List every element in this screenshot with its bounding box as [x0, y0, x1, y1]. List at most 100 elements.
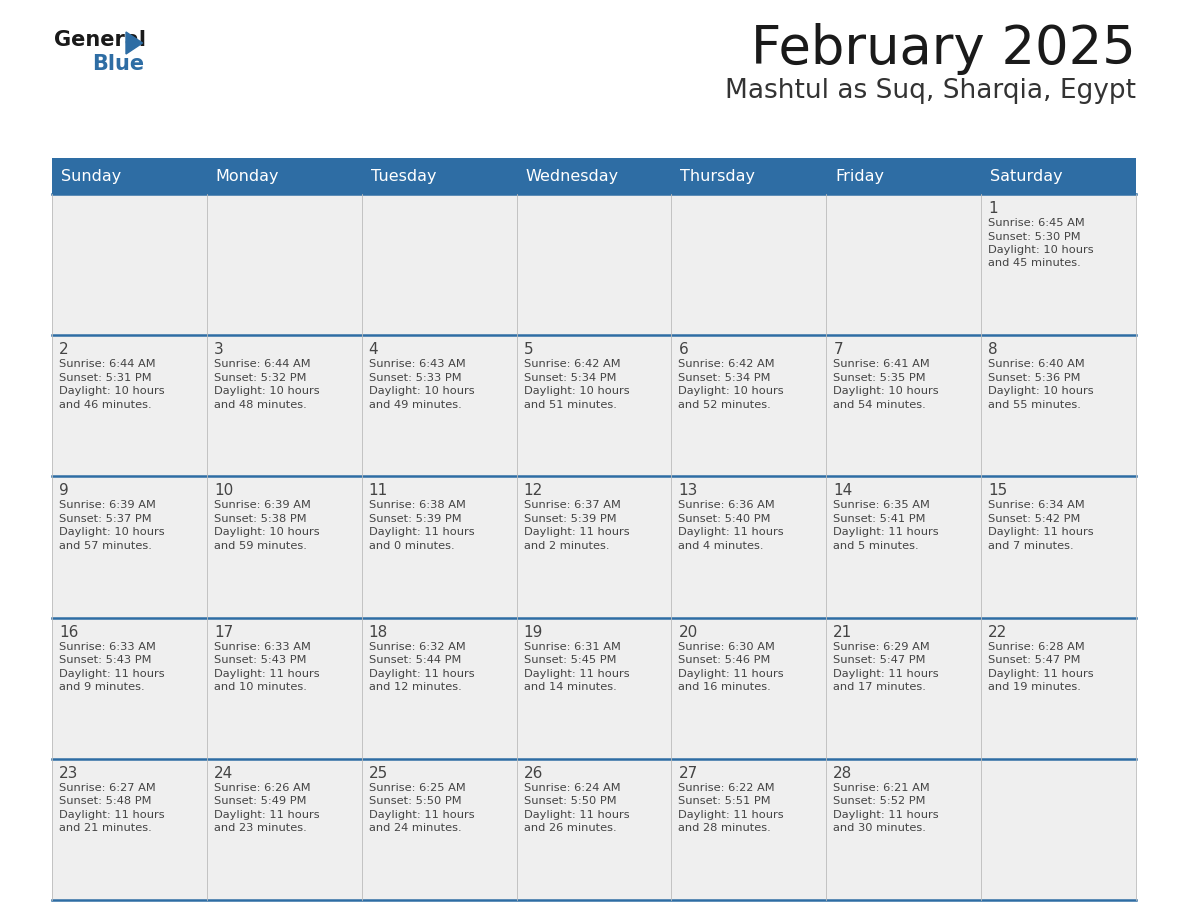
Text: Sunrise: 6:41 AM: Sunrise: 6:41 AM: [833, 359, 930, 369]
Text: 1: 1: [988, 201, 998, 216]
Text: and 54 minutes.: and 54 minutes.: [833, 399, 925, 409]
Text: 12: 12: [524, 484, 543, 498]
Text: 24: 24: [214, 766, 233, 781]
Text: Sunset: 5:33 PM: Sunset: 5:33 PM: [368, 373, 461, 383]
Text: Daylight: 10 hours: Daylight: 10 hours: [988, 245, 1094, 255]
Text: Daylight: 11 hours: Daylight: 11 hours: [214, 810, 320, 820]
Text: Sunrise: 6:44 AM: Sunrise: 6:44 AM: [59, 359, 156, 369]
Text: Daylight: 11 hours: Daylight: 11 hours: [214, 668, 320, 678]
Text: Sunrise: 6:44 AM: Sunrise: 6:44 AM: [214, 359, 310, 369]
Text: Sunrise: 6:36 AM: Sunrise: 6:36 AM: [678, 500, 776, 510]
Text: Sunset: 5:35 PM: Sunset: 5:35 PM: [833, 373, 925, 383]
Text: and 14 minutes.: and 14 minutes.: [524, 682, 617, 692]
Text: Sunrise: 6:32 AM: Sunrise: 6:32 AM: [368, 642, 466, 652]
Text: Sunrise: 6:22 AM: Sunrise: 6:22 AM: [678, 783, 775, 793]
Text: Sunset: 5:38 PM: Sunset: 5:38 PM: [214, 514, 307, 524]
Polygon shape: [126, 32, 143, 54]
Text: Sunrise: 6:30 AM: Sunrise: 6:30 AM: [678, 642, 776, 652]
Text: 25: 25: [368, 766, 388, 781]
Text: Daylight: 11 hours: Daylight: 11 hours: [678, 668, 784, 678]
Text: 26: 26: [524, 766, 543, 781]
Text: Daylight: 10 hours: Daylight: 10 hours: [988, 386, 1094, 397]
Text: Daylight: 11 hours: Daylight: 11 hours: [678, 528, 784, 537]
Text: Sunrise: 6:39 AM: Sunrise: 6:39 AM: [214, 500, 311, 510]
Text: 27: 27: [678, 766, 697, 781]
Text: Daylight: 11 hours: Daylight: 11 hours: [368, 528, 474, 537]
Bar: [52, 158, 1136, 194]
Text: 20: 20: [678, 624, 697, 640]
Text: Daylight: 10 hours: Daylight: 10 hours: [524, 386, 630, 397]
Text: and 57 minutes.: and 57 minutes.: [59, 541, 152, 551]
Text: Sunrise: 6:33 AM: Sunrise: 6:33 AM: [59, 642, 156, 652]
Text: Sunset: 5:36 PM: Sunset: 5:36 PM: [988, 373, 1081, 383]
Text: and 4 minutes.: and 4 minutes.: [678, 541, 764, 551]
Text: Sunset: 5:46 PM: Sunset: 5:46 PM: [678, 655, 771, 666]
Text: General: General: [53, 30, 146, 50]
Text: Sunset: 5:32 PM: Sunset: 5:32 PM: [214, 373, 307, 383]
Text: Daylight: 10 hours: Daylight: 10 hours: [214, 386, 320, 397]
Text: Sunset: 5:40 PM: Sunset: 5:40 PM: [678, 514, 771, 524]
Text: Daylight: 10 hours: Daylight: 10 hours: [59, 386, 165, 397]
Text: Sunset: 5:47 PM: Sunset: 5:47 PM: [988, 655, 1081, 666]
Text: and 30 minutes.: and 30 minutes.: [833, 823, 927, 834]
Text: Daylight: 10 hours: Daylight: 10 hours: [368, 386, 474, 397]
Text: and 55 minutes.: and 55 minutes.: [988, 399, 1081, 409]
Text: Sunrise: 6:29 AM: Sunrise: 6:29 AM: [833, 642, 930, 652]
Text: 4: 4: [368, 342, 378, 357]
Text: and 0 minutes.: and 0 minutes.: [368, 541, 454, 551]
Text: and 59 minutes.: and 59 minutes.: [214, 541, 307, 551]
Text: Sunset: 5:48 PM: Sunset: 5:48 PM: [59, 796, 152, 806]
Text: 9: 9: [59, 484, 69, 498]
Text: Sunrise: 6:45 AM: Sunrise: 6:45 AM: [988, 218, 1085, 228]
Text: Daylight: 11 hours: Daylight: 11 hours: [833, 668, 939, 678]
Text: 6: 6: [678, 342, 688, 357]
Text: Sunrise: 6:42 AM: Sunrise: 6:42 AM: [678, 359, 775, 369]
Text: Sunset: 5:34 PM: Sunset: 5:34 PM: [524, 373, 617, 383]
Text: 15: 15: [988, 484, 1007, 498]
Text: and 23 minutes.: and 23 minutes.: [214, 823, 307, 834]
Text: and 17 minutes.: and 17 minutes.: [833, 682, 927, 692]
Text: 19: 19: [524, 624, 543, 640]
Bar: [52, 194, 1136, 900]
Text: Saturday: Saturday: [990, 169, 1063, 184]
Text: Daylight: 10 hours: Daylight: 10 hours: [833, 386, 939, 397]
Text: and 28 minutes.: and 28 minutes.: [678, 823, 771, 834]
Text: and 12 minutes.: and 12 minutes.: [368, 682, 461, 692]
Text: and 19 minutes.: and 19 minutes.: [988, 682, 1081, 692]
Text: and 9 minutes.: and 9 minutes.: [59, 682, 145, 692]
Text: Wednesday: Wednesday: [525, 169, 619, 184]
Text: and 16 minutes.: and 16 minutes.: [678, 682, 771, 692]
Text: February 2025: February 2025: [751, 23, 1136, 75]
Text: and 2 minutes.: and 2 minutes.: [524, 541, 609, 551]
Text: Sunrise: 6:21 AM: Sunrise: 6:21 AM: [833, 783, 930, 793]
Text: Sunrise: 6:42 AM: Sunrise: 6:42 AM: [524, 359, 620, 369]
Text: Daylight: 10 hours: Daylight: 10 hours: [214, 528, 320, 537]
Text: Sunset: 5:52 PM: Sunset: 5:52 PM: [833, 796, 925, 806]
Text: 23: 23: [59, 766, 78, 781]
Text: Monday: Monday: [216, 169, 279, 184]
Text: Daylight: 11 hours: Daylight: 11 hours: [368, 668, 474, 678]
Text: Sunset: 5:37 PM: Sunset: 5:37 PM: [59, 514, 152, 524]
Text: 11: 11: [368, 484, 388, 498]
Text: Tuesday: Tuesday: [371, 169, 436, 184]
Text: and 51 minutes.: and 51 minutes.: [524, 399, 617, 409]
Text: and 26 minutes.: and 26 minutes.: [524, 823, 617, 834]
Text: and 21 minutes.: and 21 minutes.: [59, 823, 152, 834]
Text: Thursday: Thursday: [681, 169, 756, 184]
Text: 14: 14: [833, 484, 853, 498]
Text: 7: 7: [833, 342, 843, 357]
Text: 21: 21: [833, 624, 853, 640]
Text: 8: 8: [988, 342, 998, 357]
Text: Sunset: 5:43 PM: Sunset: 5:43 PM: [214, 655, 307, 666]
Text: Daylight: 11 hours: Daylight: 11 hours: [368, 810, 474, 820]
Text: Sunset: 5:45 PM: Sunset: 5:45 PM: [524, 655, 617, 666]
Text: Sunset: 5:50 PM: Sunset: 5:50 PM: [368, 796, 461, 806]
Text: Sunset: 5:41 PM: Sunset: 5:41 PM: [833, 514, 925, 524]
Text: Sunset: 5:34 PM: Sunset: 5:34 PM: [678, 373, 771, 383]
Text: Daylight: 11 hours: Daylight: 11 hours: [524, 528, 630, 537]
Text: Sunrise: 6:33 AM: Sunrise: 6:33 AM: [214, 642, 311, 652]
Text: Daylight: 11 hours: Daylight: 11 hours: [833, 810, 939, 820]
Text: 16: 16: [59, 624, 78, 640]
Text: Sunset: 5:43 PM: Sunset: 5:43 PM: [59, 655, 152, 666]
Text: and 52 minutes.: and 52 minutes.: [678, 399, 771, 409]
